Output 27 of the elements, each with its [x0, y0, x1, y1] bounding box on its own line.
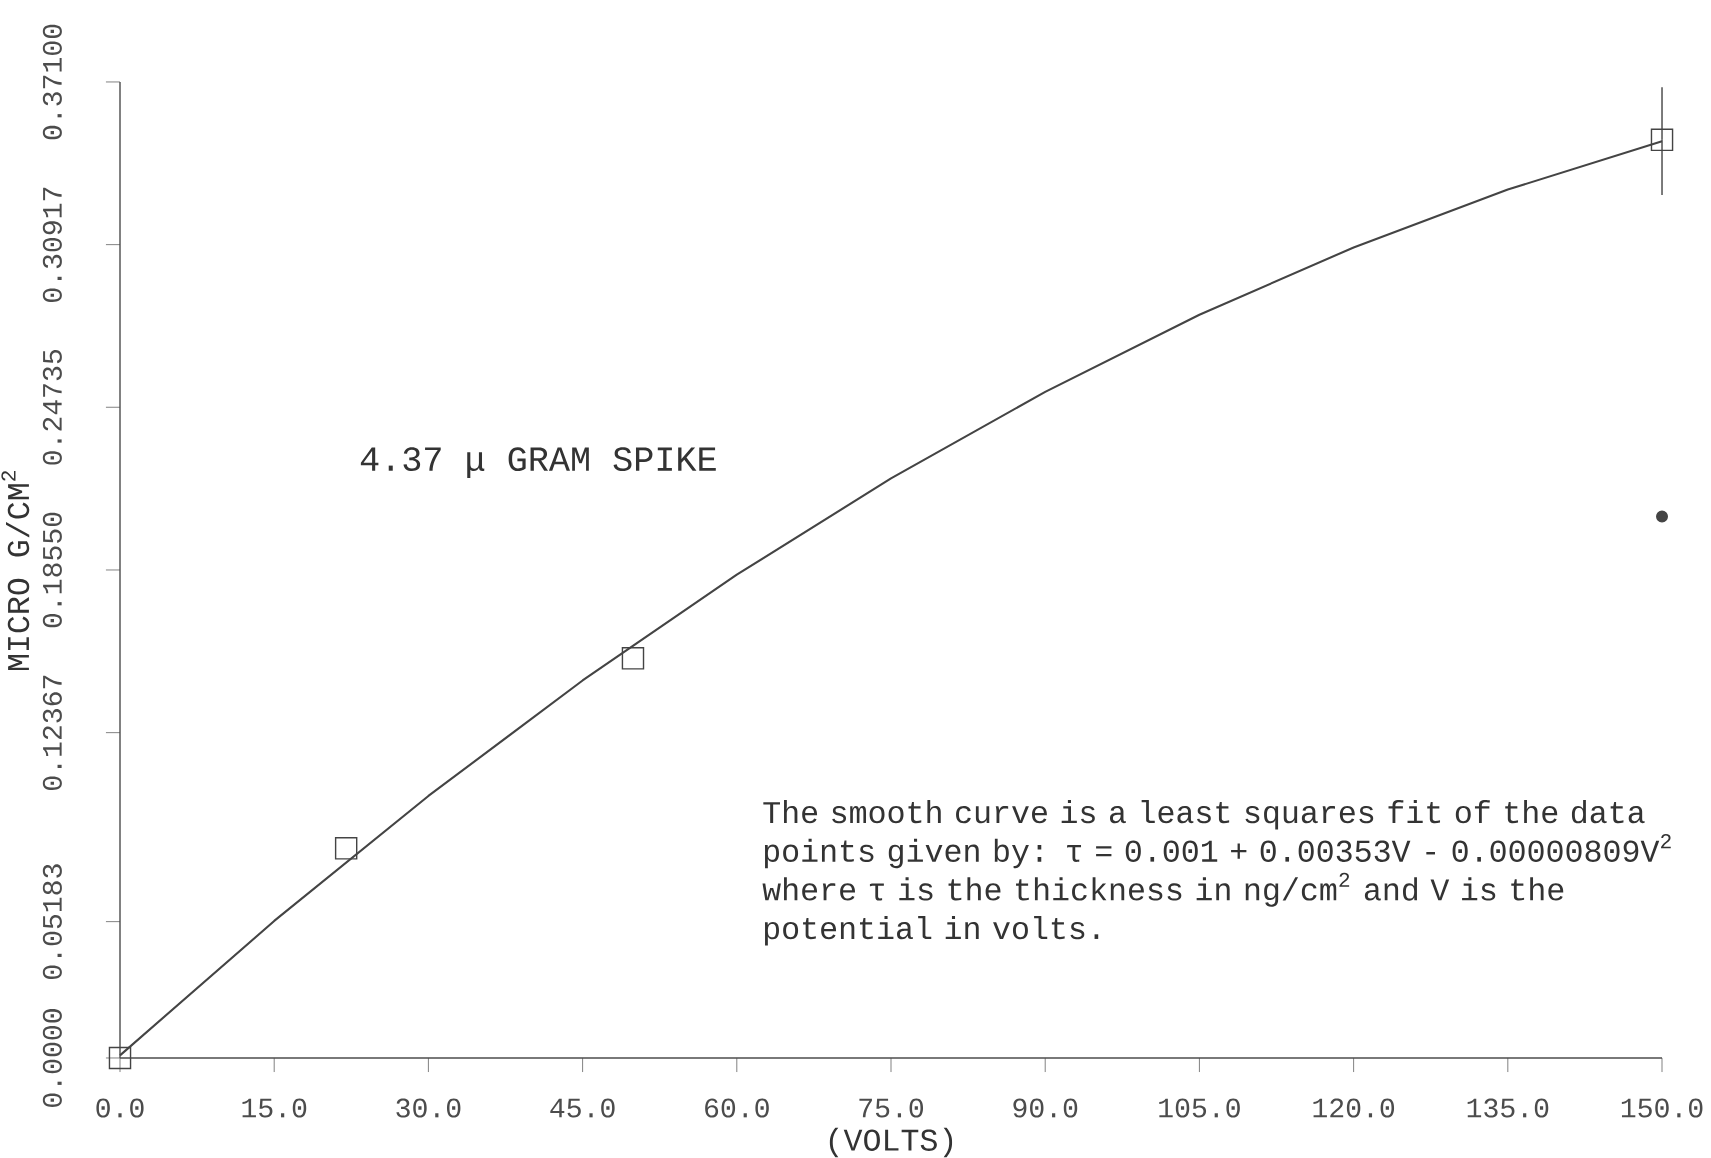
y-tick-label: 0.0000: [42, 1009, 62, 1107]
x-tick-label: 120.0: [1313, 1098, 1395, 1118]
x-tick-label: 105.0: [1159, 1098, 1240, 1118]
point: [1656, 510, 1668, 523]
y-tick-label: 0.05183: [42, 864, 62, 979]
x-tick-label: 75.0: [859, 1098, 924, 1118]
y-axis-title: MICRO G/CM$^{2}$: [1, 471, 30, 671]
point: [621, 647, 645, 670]
x-tick-label: 45.0: [550, 1098, 615, 1118]
x-tick-label: 150.0: [1621, 1098, 1703, 1118]
text: The smooth curve is a least squares fit of the data points given by: τ = 0.001 + 0.00353V - 0.00000809V$^{2}$ where τ is the thickness in ng/cm$^{2}$ and V is the potential in volts.: [762, 800, 1671, 946]
y-tick-label: 0.30917: [42, 187, 62, 302]
point: [1650, 128, 1674, 152]
point: [334, 837, 358, 860]
x-tick-label: 30.0: [396, 1098, 461, 1118]
x-tick-label: 90.0: [1013, 1098, 1078, 1118]
x-tick-label: 135.0: [1467, 1098, 1549, 1118]
x-tick-label: 15.0: [242, 1098, 307, 1118]
y-tick-label: 0.24735: [42, 350, 62, 465]
y-tick-label: 0.18550: [42, 512, 62, 628]
x-tick-label: 60.0: [705, 1098, 769, 1118]
x-axis-title: (VOLTS): [829, 1127, 953, 1158]
y-tick-label: 0.37100: [42, 24, 62, 140]
annotation: 4.37 μ GRAM SPIKE: [360, 447, 716, 478]
point: [108, 1046, 132, 1070]
x-tick-label: 0.0: [96, 1098, 144, 1118]
y-tick-label: 0.12367: [42, 675, 62, 790]
